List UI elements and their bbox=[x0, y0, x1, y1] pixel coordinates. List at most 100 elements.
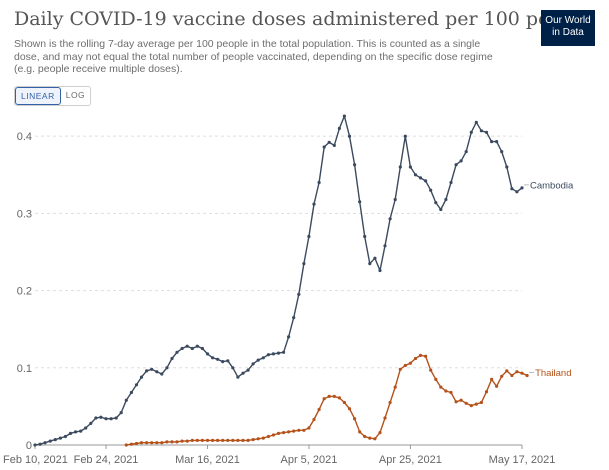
data-point-thailand bbox=[373, 437, 377, 441]
data-point-thailand bbox=[211, 438, 215, 442]
data-point-cambodia bbox=[332, 143, 336, 147]
data-point-cambodia bbox=[398, 165, 402, 169]
data-point-cambodia bbox=[119, 411, 123, 415]
data-point-cambodia bbox=[342, 114, 346, 118]
data-point-cambodia bbox=[43, 441, 47, 445]
data-point-thailand bbox=[358, 430, 362, 434]
x-tick-label: Feb 10, 2021 bbox=[3, 454, 68, 466]
data-point-thailand bbox=[444, 389, 448, 393]
data-point-cambodia bbox=[515, 190, 519, 194]
data-point-thailand bbox=[175, 440, 179, 444]
x-axis: Feb 10, 2021 Feb 24, 2021 Mar 16, 2021 Apr … bbox=[3, 445, 555, 466]
data-point-thailand bbox=[353, 417, 357, 421]
data-point-cambodia bbox=[368, 262, 372, 266]
data-point-thailand bbox=[256, 437, 260, 441]
series-lines bbox=[33, 114, 529, 447]
data-point-cambodia bbox=[469, 130, 473, 134]
data-point-thailand bbox=[287, 430, 291, 434]
data-point-thailand bbox=[449, 390, 453, 395]
data-point-cambodia bbox=[251, 362, 255, 366]
data-point-cambodia bbox=[241, 371, 245, 375]
data-point-cambodia bbox=[282, 350, 286, 354]
data-point-cambodia bbox=[490, 140, 494, 144]
data-point-cambodia bbox=[302, 262, 306, 266]
data-point-thailand bbox=[464, 401, 468, 405]
data-point-cambodia bbox=[474, 120, 478, 124]
data-point-cambodia bbox=[74, 430, 78, 434]
data-point-thailand bbox=[510, 373, 514, 378]
data-point-cambodia bbox=[500, 150, 504, 154]
data-point-thailand bbox=[388, 400, 392, 405]
data-point-cambodia bbox=[246, 368, 250, 372]
data-point-thailand bbox=[495, 384, 499, 388]
data-point-cambodia bbox=[484, 130, 489, 134]
data-point-thailand bbox=[469, 404, 473, 408]
data-point-cambodia bbox=[439, 207, 443, 212]
data-point-thailand bbox=[134, 441, 139, 446]
data-point-thailand bbox=[424, 354, 428, 358]
data-point-thailand bbox=[378, 431, 382, 435]
data-point-thailand bbox=[200, 438, 204, 442]
data-point-thailand bbox=[363, 434, 367, 439]
data-point-cambodia bbox=[261, 356, 265, 360]
data-point-thailand bbox=[282, 431, 286, 435]
data-point-cambodia bbox=[145, 369, 149, 373]
data-point-cambodia bbox=[479, 129, 483, 133]
data-point-cambodia bbox=[520, 186, 524, 190]
data-point-cambodia bbox=[505, 165, 509, 169]
data-point-thailand bbox=[145, 441, 149, 445]
data-point-cambodia bbox=[160, 372, 164, 376]
data-point-cambodia bbox=[180, 346, 184, 351]
data-point-cambodia bbox=[266, 353, 270, 357]
data-point-thailand bbox=[150, 441, 154, 445]
data-point-cambodia bbox=[271, 352, 275, 356]
data-point-thailand bbox=[292, 429, 296, 433]
data-point-thailand bbox=[322, 397, 326, 401]
data-point-cambodia bbox=[190, 346, 194, 351]
data-point-cambodia bbox=[418, 176, 423, 180]
data-point-cambodia bbox=[231, 366, 235, 370]
data-point-cambodia bbox=[175, 350, 179, 354]
data-point-thailand bbox=[302, 428, 306, 432]
data-point-thailand bbox=[459, 398, 463, 402]
data-point-cambodia bbox=[413, 173, 418, 177]
data-point-thailand bbox=[347, 407, 352, 411]
linear-scale-button[interactable]: LINEAR bbox=[15, 87, 61, 105]
data-point-cambodia bbox=[211, 356, 215, 360]
owid-logo[interactable]: Our World in Data bbox=[541, 10, 595, 46]
data-point-thailand bbox=[403, 363, 407, 368]
data-point-cambodia bbox=[449, 180, 453, 185]
data-point-thailand bbox=[266, 434, 270, 439]
x-tick-label: Apr 5, 2021 bbox=[281, 454, 338, 466]
data-point-cambodia bbox=[510, 187, 514, 191]
data-point-thailand bbox=[520, 371, 524, 375]
y-tick-label: 0.3 bbox=[17, 208, 32, 220]
data-point-thailand bbox=[505, 369, 509, 373]
data-point-cambodia bbox=[363, 234, 367, 239]
data-point-thailand bbox=[429, 368, 433, 372]
data-point-cambodia bbox=[165, 366, 169, 370]
x-tick-label: May 17, 2021 bbox=[489, 454, 556, 466]
data-point-thailand bbox=[165, 440, 169, 444]
data-point-cambodia bbox=[99, 415, 103, 419]
data-point-thailand bbox=[327, 394, 331, 398]
data-point-thailand bbox=[439, 385, 443, 389]
data-point-cambodia bbox=[94, 416, 98, 420]
chart-subtitle: Shown is the rolling 7-day average per 1… bbox=[14, 38, 493, 75]
data-point-thailand bbox=[474, 402, 478, 406]
data-point-cambodia bbox=[353, 163, 357, 167]
data-point-thailand bbox=[413, 356, 418, 361]
data-point-cambodia bbox=[236, 375, 240, 379]
data-point-cambodia bbox=[134, 383, 139, 387]
data-point-cambodia bbox=[33, 443, 37, 447]
data-point-thailand bbox=[129, 442, 133, 446]
data-point-thailand bbox=[276, 431, 281, 435]
data-point-cambodia bbox=[114, 416, 118, 420]
data-point-cambodia bbox=[373, 256, 377, 260]
logo-line-2: in Data bbox=[552, 27, 584, 38]
data-point-thailand bbox=[484, 390, 489, 394]
log-scale-button[interactable]: LOG bbox=[65, 90, 86, 100]
data-point-thailand bbox=[515, 370, 519, 374]
data-point-cambodia bbox=[393, 197, 397, 202]
data-point-cambodia bbox=[150, 367, 154, 371]
